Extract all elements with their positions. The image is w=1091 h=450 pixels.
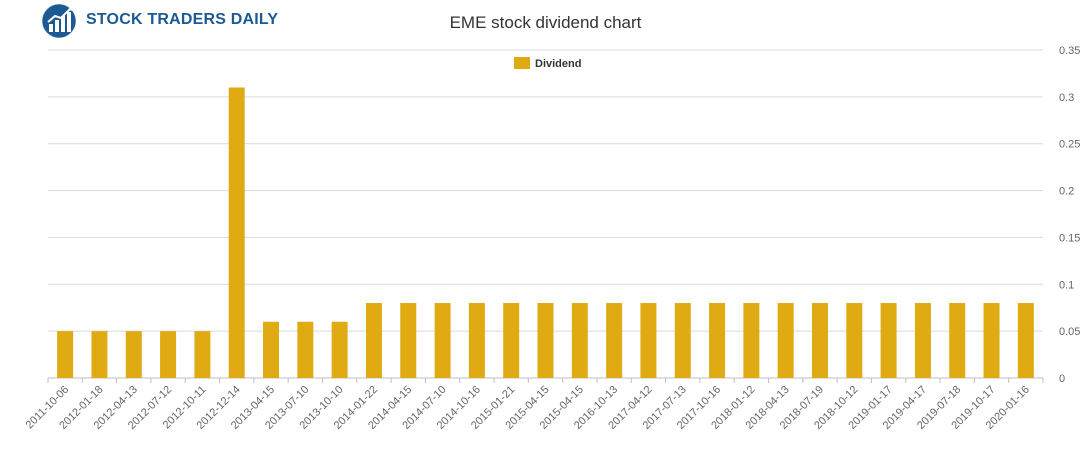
y-tick-label: 0.05 xyxy=(1059,326,1080,338)
bar-dividend[interactable] xyxy=(571,303,588,378)
bar-dividend[interactable] xyxy=(674,303,691,378)
bar-dividend[interactable] xyxy=(125,331,142,378)
bar-dividend[interactable] xyxy=(709,303,726,378)
y-tick-label: 0.25 xyxy=(1059,139,1080,151)
y-tick-label: 0.1 xyxy=(1059,279,1074,291)
bar-dividend[interactable] xyxy=(194,331,211,378)
bar-dividend[interactable] xyxy=(57,331,74,378)
y-tick-label: 0.3 xyxy=(1059,92,1074,104)
y-tick-label: 0.2 xyxy=(1059,186,1074,198)
y-tick-label: 0.15 xyxy=(1059,232,1080,244)
bar-dividend[interactable] xyxy=(846,303,863,378)
bar-dividend[interactable] xyxy=(91,331,108,378)
bar-dividend[interactable] xyxy=(400,303,417,378)
legend-label-dividend: Dividend xyxy=(535,58,581,70)
bar-dividend[interactable] xyxy=(880,303,897,378)
bar-dividend[interactable] xyxy=(365,303,382,378)
brand-name: STOCK TRADERS DAILY xyxy=(86,11,279,28)
bar-dividend[interactable] xyxy=(297,321,314,378)
bar-dividend[interactable] xyxy=(640,303,657,378)
brand-logo[interactable]: STOCK TRADERS DAILY xyxy=(40,2,278,40)
bar-dividend[interactable] xyxy=(468,303,485,378)
bar-dividend[interactable] xyxy=(914,303,931,378)
legend: Dividend xyxy=(514,57,581,70)
bar-dividend[interactable] xyxy=(228,87,245,378)
growth-chart-globe-icon xyxy=(41,3,77,39)
bar-dividend[interactable] xyxy=(160,331,177,378)
bar-dividend[interactable] xyxy=(1017,303,1034,378)
bar-dividend[interactable] xyxy=(331,321,348,378)
bars xyxy=(57,87,1034,378)
bar-dividend[interactable] xyxy=(811,303,828,378)
bar-dividend[interactable] xyxy=(434,303,451,378)
y-tick-label: 0 xyxy=(1059,373,1065,385)
bar-dividend[interactable] xyxy=(743,303,760,378)
bar-dividend[interactable] xyxy=(503,303,520,378)
chart-title: EME stock dividend chart xyxy=(449,13,642,32)
bar-dividend[interactable] xyxy=(537,303,554,378)
x-axis-ticks: 2011-10-062012-01-182012-04-132012-07-12… xyxy=(24,378,1044,432)
bar-dividend[interactable] xyxy=(983,303,1000,378)
y-tick-label: 0.35 xyxy=(1059,45,1080,57)
bar-dividend[interactable] xyxy=(777,303,794,378)
bar-dividend[interactable] xyxy=(606,303,623,378)
bar-dividend[interactable] xyxy=(263,321,280,378)
y-axis-ticks: 0 0.05 0.1 0.15 0.2 0.25 0.3 0.35 xyxy=(1059,45,1080,385)
legend-swatch-dividend xyxy=(514,57,530,69)
bar-dividend[interactable] xyxy=(949,303,966,378)
